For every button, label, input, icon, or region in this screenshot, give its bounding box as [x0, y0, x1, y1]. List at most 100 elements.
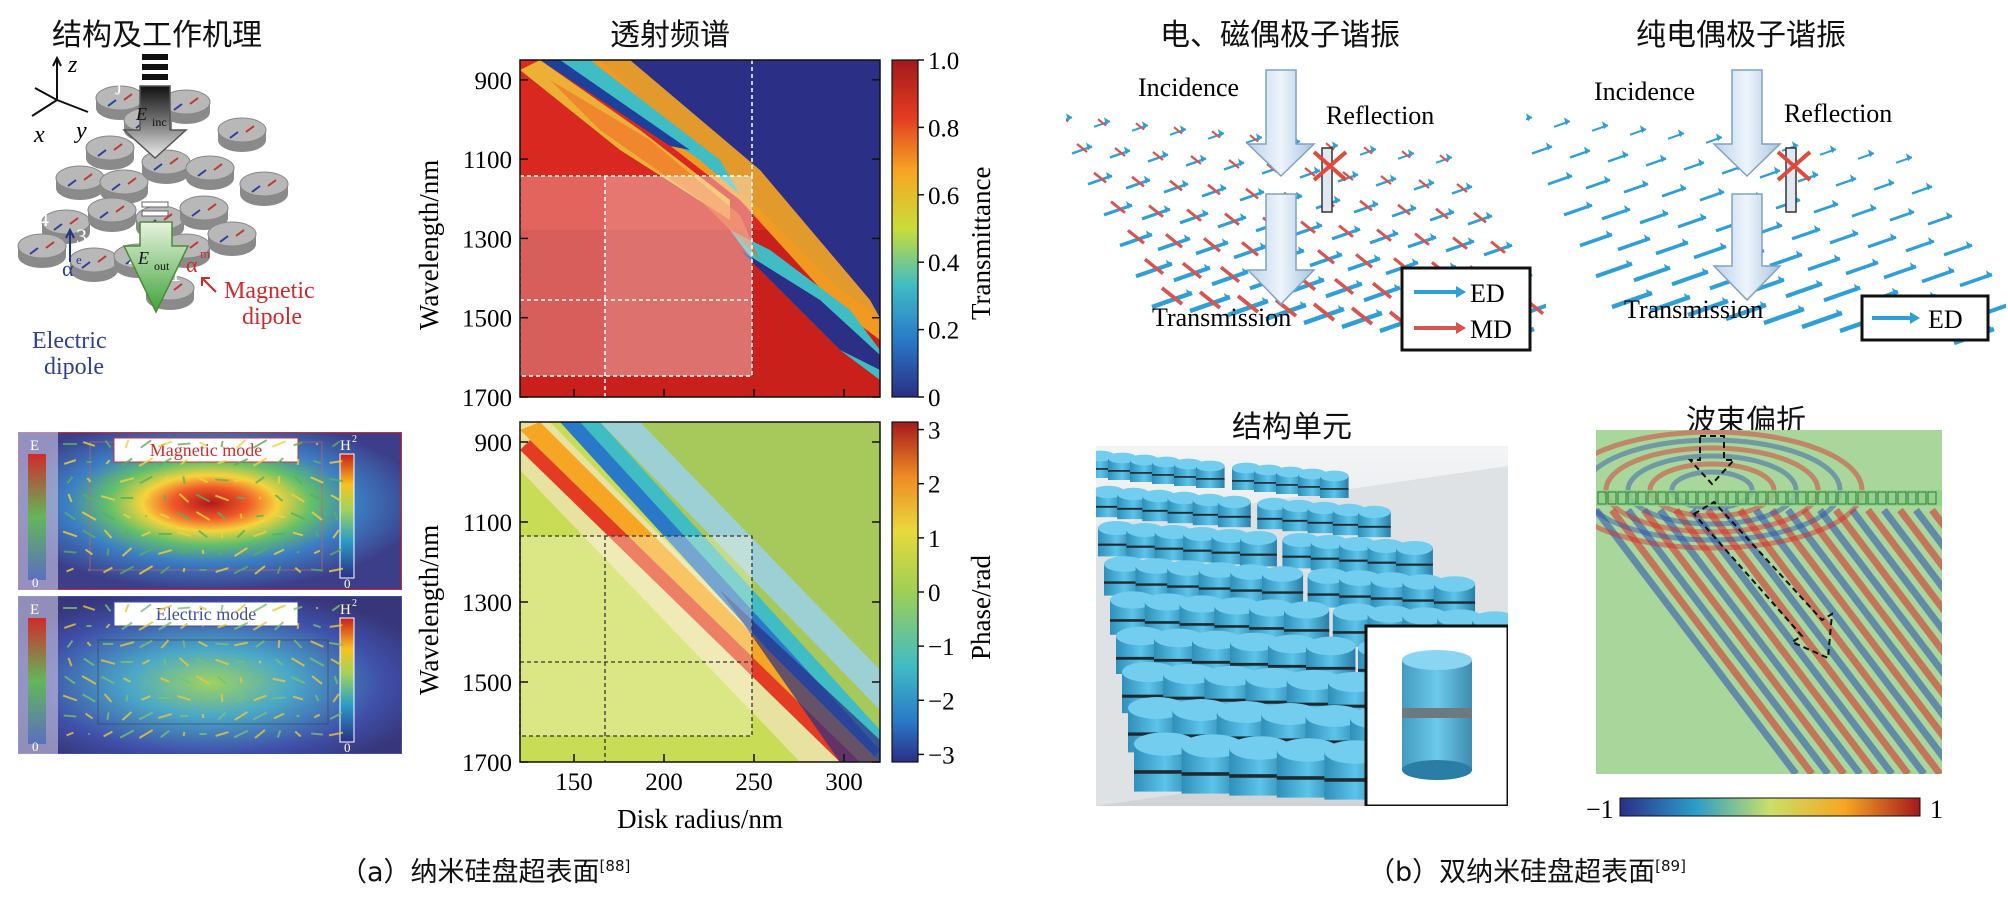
electric-mode-field-map: E 0 Electric mode H 2 0	[18, 596, 402, 754]
legend-ed-label: ED	[1470, 279, 1505, 308]
transmission-spectrum-title: 透射频谱	[610, 18, 730, 53]
double-disk-cylinder-icon	[1402, 650, 1472, 780]
transmission-label: Transmission	[1152, 303, 1291, 332]
unit-cell-array	[1096, 446, 1508, 806]
y-tick-label: 1100	[463, 147, 512, 174]
transmittance-tick-label: 0	[928, 385, 941, 412]
transmittance-tick-label: 0.8	[928, 115, 959, 142]
beam-path-dashed-arrow-icon	[1687, 435, 1834, 660]
reflection-blocked-icon	[1312, 147, 1348, 213]
reflection-blocked-icon	[1776, 147, 1812, 213]
alpha-m-label: α	[186, 252, 198, 277]
unit-cell-title: 结构单元	[1232, 410, 1352, 445]
el-mode-e-label: E	[30, 602, 39, 618]
colorbar-max-label: 1	[1930, 795, 1943, 824]
x-axis-label: Disk radius/nm	[617, 804, 783, 834]
y-tick-label: 900	[475, 68, 513, 95]
ed-dipole-title: 纯电偶极子谐振	[1636, 18, 1846, 53]
y-tick-label: 1700	[462, 750, 512, 777]
beam-deflection-field	[1596, 430, 1942, 774]
phase-tick-label: −3	[928, 742, 955, 769]
electric-field-vectors	[62, 603, 344, 739]
phase-tick-label: −1	[928, 634, 955, 661]
transmitted-field-arrow-icon	[122, 201, 190, 314]
axes-3d-icon	[31, 55, 89, 117]
caption-b: （b）双纳米硅盘超表面[89]	[1368, 857, 1686, 888]
phase-tick-label: 3	[928, 418, 941, 445]
em-dipole-title: 电、磁偶极子谐振	[1160, 18, 1400, 53]
transmittance-tick-label: 0.4	[928, 250, 960, 277]
magnetic-field-vectors	[62, 439, 344, 575]
el-mode-h-label: H	[340, 602, 351, 618]
mag-mode-h-sup: 2	[352, 434, 357, 445]
x-tick-label: 300	[825, 769, 863, 796]
beam-colorbar: −1 1	[1586, 795, 1943, 824]
phase-tick-label: 2	[928, 472, 941, 499]
transmission-arrow-icon	[1712, 193, 1782, 302]
y-tick-label: 1300	[462, 226, 512, 253]
e-inc-sub: inc	[152, 115, 167, 129]
axis-z-label: z	[67, 52, 78, 78]
reflection-label: Reflection	[1326, 101, 1434, 130]
mechanism-title: 结构及工作机理	[52, 18, 262, 53]
y-tick-label: 1500	[462, 670, 512, 697]
phase-tick-label: 1	[928, 526, 941, 553]
transmittance-colorbar	[891, 59, 919, 398]
disk-j-label: j	[115, 70, 122, 95]
colorbar-label-top: Transmittance	[966, 167, 996, 320]
magnetic-mode-field-map: E 0 Magnetic mode H 2 0	[18, 432, 402, 590]
legend-md-label: MD	[1470, 315, 1512, 344]
incidence-label: Incidence	[1138, 73, 1239, 102]
incident-field-arrow-icon	[122, 54, 188, 160]
legend-ed-only-label: ED	[1928, 305, 1963, 334]
electric-dipole-label-1: Electric	[32, 328, 107, 354]
phase-heatmap	[520, 422, 880, 762]
phase-tick-label: 0	[928, 580, 941, 607]
e-out-sub: out	[154, 259, 170, 273]
transmission-label-ed: Transmission	[1624, 295, 1763, 324]
mag-mode-zero-left: 0	[32, 575, 39, 590]
caption-a: （a）纳米硅盘超表面[88]	[340, 857, 631, 888]
transmittance-tick-label: 0.2	[928, 318, 959, 345]
heatmap-figure: 9001100130015001700900110013001500170015…	[414, 50, 996, 834]
y-axis-label-bottom: Wavelength/nm	[414, 525, 444, 695]
colorbar-min-label: −1	[1586, 795, 1614, 824]
y-tick-label: 1300	[462, 590, 512, 617]
reflection-label-ed: Reflection	[1784, 99, 1892, 128]
mag-mode-h-label: H	[340, 438, 351, 454]
alpha-m-sup: m	[200, 246, 210, 261]
disk-number-label: 3	[76, 224, 87, 249]
transmittance-tick-label: 1.0	[928, 50, 959, 75]
incidence-arrow-icon	[1246, 69, 1316, 178]
e-inc-label: E	[135, 104, 147, 124]
y-tick-label: 1100	[463, 510, 512, 537]
phase-tick-label: −2	[928, 688, 955, 715]
alpha-e-label: α	[62, 256, 74, 281]
mag-mode-zero-right: 0	[344, 576, 351, 590]
y-axis-label-top: Wavelength/nm	[414, 160, 444, 330]
mag-mode-e-label: E	[30, 438, 39, 454]
magnetic-dipole-label-2: dipole	[242, 304, 302, 330]
colorbar-label-bottom: Phase/rad	[966, 555, 996, 660]
axis-y-label: y	[74, 118, 87, 144]
axis-x-label: x	[33, 122, 45, 148]
disk-number-label: 4	[38, 206, 49, 231]
em-legend: ED MD	[1400, 266, 1532, 352]
el-mode-h-sup: 2	[352, 598, 357, 609]
x-tick-label: 200	[645, 769, 683, 796]
transmittance-tick-label: 0.6	[928, 183, 959, 210]
x-tick-label: 250	[735, 769, 773, 796]
mechanism-diagram: z x y 1234j E inc E out α e Electric dip…	[17, 52, 315, 380]
incidence-arrow-icon	[1712, 69, 1782, 178]
magnetic-dipole-label-1: Magnetic	[224, 278, 315, 304]
e-out-label: E	[137, 248, 149, 268]
x-tick-label: 150	[555, 769, 593, 796]
transmittance-heatmap	[520, 60, 880, 397]
electric-dipole-label-2: dipole	[44, 354, 104, 380]
y-tick-label: 1500	[462, 306, 512, 333]
incidence-label-ed: Incidence	[1594, 77, 1695, 106]
ed-dipole-lattice: Incidence Reflection Transmission ED	[1526, 69, 2006, 346]
y-tick-label: 1700	[462, 385, 512, 412]
transmission-arrow-icon	[1246, 193, 1316, 306]
el-mode-zero-right: 0	[344, 740, 351, 754]
